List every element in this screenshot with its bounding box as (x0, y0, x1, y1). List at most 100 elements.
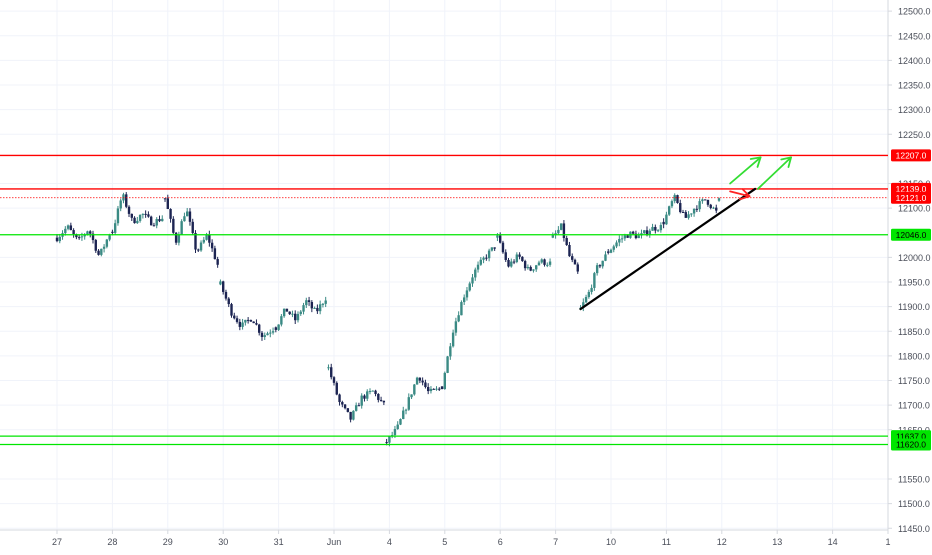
drawing-layer (579, 156, 792, 311)
candle-body (216, 259, 219, 265)
candle-body (119, 200, 122, 209)
candle-body (241, 322, 244, 327)
candle-body (703, 199, 707, 201)
candle-body (89, 231, 92, 234)
arrow-up-icon[interactable] (729, 156, 762, 185)
candle-body (451, 332, 455, 347)
candle-body (573, 259, 577, 265)
candle-body (673, 195, 676, 202)
candle-body (100, 248, 103, 255)
candle-body (341, 402, 344, 405)
arrow-up-icon[interactable] (756, 156, 792, 190)
candle-body (457, 315, 460, 322)
candle-body (354, 405, 358, 411)
candle-body (612, 246, 615, 250)
candle-body (609, 249, 613, 253)
arrow-down-icon[interactable] (729, 188, 751, 201)
candle-body (280, 316, 283, 325)
candle-body (227, 298, 230, 305)
candle-body (166, 198, 169, 209)
x-tick-label: 29 (163, 537, 173, 547)
candle-body (269, 332, 272, 334)
grid-layer (0, 0, 889, 530)
candle-body (161, 218, 164, 222)
candle-body (715, 207, 718, 211)
y-tick-label: 12000.0 (898, 253, 931, 263)
candle-body (116, 208, 120, 224)
candle-body (404, 409, 408, 411)
candle-body (382, 400, 386, 403)
candle-body (327, 367, 330, 369)
candle-body (385, 442, 388, 444)
y-tick-label: 12100.0 (898, 204, 931, 214)
candle-body (490, 247, 494, 251)
candle-body (476, 264, 480, 270)
candle-body (332, 377, 336, 383)
candle-body (659, 224, 663, 231)
candle-body (487, 250, 491, 259)
candle-body (388, 436, 391, 443)
candle-body (460, 302, 463, 316)
candle-body (330, 367, 333, 378)
candle-body (235, 318, 239, 322)
candle-body (244, 319, 247, 323)
candle-body (634, 233, 638, 239)
arrow-shaft (756, 156, 792, 190)
x-tick-label: 10 (606, 537, 616, 547)
x-tick-label: 11 (662, 537, 671, 547)
candle-body (271, 331, 275, 333)
candle-body (58, 236, 61, 242)
candle-body (66, 225, 70, 229)
candle-body (324, 300, 327, 304)
candle-body (454, 321, 458, 333)
candle-body (665, 214, 668, 225)
candle-body (230, 304, 233, 316)
candle-body (199, 242, 203, 251)
x-tick-label: 6 (498, 537, 503, 547)
candle-body (690, 213, 693, 215)
candle-body (559, 223, 563, 230)
price-tag-label: 12046.0 (896, 230, 927, 240)
candle-body (410, 394, 413, 398)
arrow-head (780, 156, 792, 168)
candle-body (504, 252, 507, 260)
candle-body (537, 262, 541, 266)
candle-body (64, 228, 67, 234)
candle-body (482, 257, 485, 260)
candle-body (77, 237, 81, 239)
support-price-tag: 11620.0 (891, 438, 931, 451)
candle-body (377, 394, 380, 400)
candle-body (432, 388, 435, 390)
candle-body (94, 240, 97, 251)
candle-body (590, 287, 593, 292)
trendline[interactable] (579, 187, 757, 311)
price-tag-background (891, 149, 931, 162)
arrow-shaft (729, 156, 762, 185)
candle-body (562, 223, 566, 239)
candle-body (288, 311, 291, 315)
candle-body (147, 214, 150, 217)
candle-body (213, 248, 217, 260)
candle-body (512, 261, 516, 263)
candle-body (568, 244, 571, 257)
candle-body (202, 239, 206, 243)
candle-body (294, 313, 297, 321)
candle-body (429, 388, 433, 392)
candle-body (55, 237, 59, 242)
candle-body (443, 372, 446, 390)
candle-body (313, 307, 316, 309)
candle-body (343, 404, 347, 409)
candle-body (174, 232, 178, 243)
arrow-head (739, 188, 751, 201)
candle-body (615, 242, 618, 247)
candle-body (692, 208, 696, 214)
candle-body (667, 206, 671, 215)
candle-body (307, 300, 311, 303)
candle-body (222, 281, 225, 292)
candle-body (706, 199, 710, 205)
candle-body (72, 230, 75, 235)
candle-body (438, 388, 441, 390)
candle-body (582, 302, 585, 308)
candle-body (676, 195, 679, 204)
